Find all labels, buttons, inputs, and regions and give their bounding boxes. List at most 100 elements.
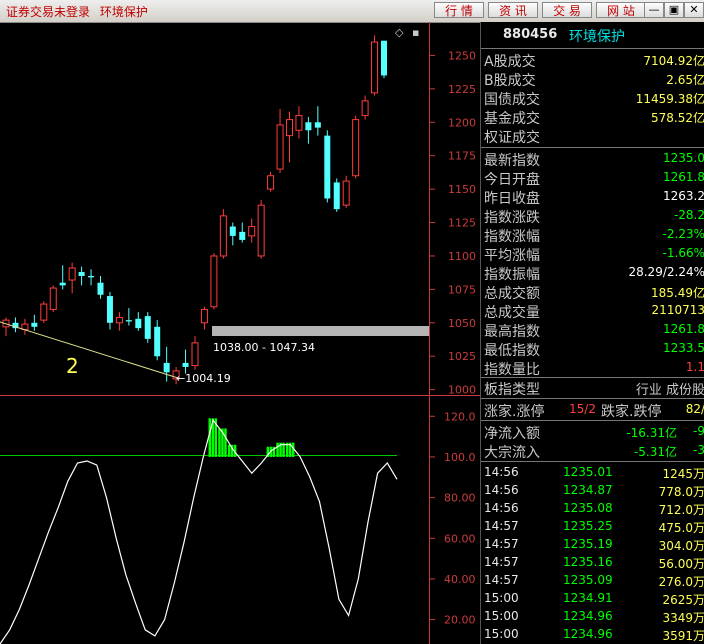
- oscillator-bar: [218, 428, 221, 457]
- turnover-value: 11459.38亿: [635, 92, 704, 106]
- tick-price: 1235.19: [563, 537, 613, 551]
- tick-row: 14:56 1235.08 712.0万: [481, 499, 704, 517]
- news-button[interactable]: 资 讯: [488, 2, 538, 18]
- turnover-label: 基金成交: [484, 111, 540, 126]
- trade-button[interactable]: 交 易: [542, 2, 592, 18]
- stat-value: -2.23%: [662, 227, 704, 241]
- candle-body: [49, 287, 57, 310]
- price-tick-label: 1100: [448, 250, 476, 263]
- tick-volume: 2625万: [662, 593, 704, 607]
- tick-volume: 712.0万: [658, 503, 704, 517]
- candle-body: [248, 226, 256, 237]
- price-tick-label: 1175: [448, 150, 476, 163]
- candle-body: [361, 100, 369, 117]
- candle-body: [115, 316, 123, 324]
- price-tick-label: 1025: [448, 350, 476, 363]
- candle-body: [210, 255, 218, 308]
- breadth-row: 涨家.涨停 15/2 跌家.跌停 82/: [481, 400, 704, 419]
- stat-value: 28.29/2.24%: [628, 265, 704, 279]
- turnover-row: 基金成交 578.52亿: [481, 107, 704, 126]
- stat-value: 1263.2: [663, 189, 704, 203]
- price-tick-label: 1125: [448, 217, 476, 230]
- close-icon[interactable]: ✕: [684, 2, 704, 18]
- stat-label: 指数量比: [484, 362, 540, 377]
- tick-time: 15:00: [484, 627, 519, 641]
- menu-icon[interactable]: ▪: [412, 26, 419, 39]
- turnover-row: 国债成交 11459.38亿: [481, 88, 704, 107]
- tick-price: 1235.25: [563, 519, 613, 533]
- tick-price: 1234.87: [563, 483, 613, 497]
- tick-time: 14:56: [484, 501, 519, 515]
- stat-label: 最高指数: [484, 324, 540, 339]
- index-stat-row: 最低指数 1233.5: [481, 339, 704, 358]
- oscillator-bar: [224, 428, 227, 457]
- oscillator-bar: [266, 446, 270, 457]
- oscillator-tick-label: 20.00: [444, 614, 476, 627]
- oscillator-tick-label: 120.0: [444, 410, 476, 423]
- turnover-value: 7104.92亿: [643, 54, 704, 68]
- index-stat-row: 指数涨幅 -2.23%: [481, 225, 704, 244]
- turnover-row: A股成交 7104.92亿: [481, 50, 704, 69]
- price-tick-label: 1225: [448, 83, 476, 96]
- candle-body: [154, 326, 161, 357]
- flow-row: 大宗流入 -5.31亿 -3: [481, 441, 704, 460]
- oscillator-tick-label: 60.00: [444, 532, 476, 545]
- candle-body: [200, 308, 208, 324]
- login-status: 证券交易未登录: [6, 5, 91, 19]
- oscillator-bar: [221, 428, 224, 457]
- tick-price: 1235.09: [563, 573, 613, 587]
- turnover-label: 国债成交: [484, 92, 540, 107]
- stat-value: 1235.0: [663, 151, 704, 165]
- candle-body: [191, 342, 199, 367]
- candle-body: [305, 122, 312, 131]
- sector-type-row: 板指类型 行业 成份股: [481, 378, 704, 397]
- tick-volume: 3591万: [662, 629, 704, 643]
- diamond-icon[interactable]: ◇: [395, 26, 404, 39]
- stat-label: 指数涨跌: [484, 210, 540, 225]
- tick-time: 14:57: [484, 573, 519, 587]
- oscillator-line: [0, 418, 398, 644]
- tick-row: 14:57 1235.19 304.0万: [481, 535, 704, 553]
- oscillator-bar: [227, 444, 231, 457]
- candle-body: [381, 40, 387, 76]
- tick-time: 14:57: [484, 555, 519, 569]
- candle-body: [172, 370, 180, 380]
- tick-time: 14:56: [484, 483, 519, 497]
- website-button[interactable]: 网 站: [596, 2, 646, 18]
- oscillator-bar: [276, 442, 279, 457]
- flow-value: -16.31亿: [626, 426, 677, 440]
- minimize-icon[interactable]: —: [644, 2, 664, 18]
- tick-row: 14:57 1235.09 276.0万: [481, 571, 704, 589]
- index-stat-row: 指数涨跌 -28.2: [481, 206, 704, 225]
- turnover-row: 权证成交: [481, 126, 704, 145]
- price-tick-label: 1075: [448, 283, 476, 296]
- candle-body: [31, 322, 38, 327]
- tick-volume: 304.0万: [658, 539, 704, 553]
- oscillator-bar: [291, 442, 295, 457]
- candlestick-series: [2, 35, 387, 385]
- candle-body: [97, 282, 104, 295]
- tick-row: 14:56 1234.87 778.0万: [481, 481, 704, 499]
- level-band-label: 1038.00 - 1047.34: [213, 341, 315, 354]
- turnover-row: B股成交 2.65亿: [481, 69, 704, 88]
- decliners-label: 跌家.跌停: [601, 404, 662, 419]
- turnover-label: A股成交: [484, 54, 536, 69]
- tick-price: 1234.96: [563, 609, 613, 623]
- stat-value: 1261.8: [663, 170, 704, 184]
- restore-icon[interactable]: ▣: [664, 2, 684, 18]
- tick-row: 15:00 1234.96 3349万: [481, 607, 704, 625]
- candle-body: [333, 182, 340, 210]
- stat-label: 最新指数: [484, 153, 540, 168]
- separator: [481, 377, 704, 378]
- advancers-value: 15/2: [569, 402, 596, 416]
- flow-row: 净流入额 -16.31亿 -9: [481, 422, 704, 441]
- tick-price: 1235.08: [563, 501, 613, 515]
- quotes-button[interactable]: 行 情: [434, 2, 484, 18]
- candle-body: [229, 226, 236, 236]
- price-tick-label: 1150: [448, 183, 476, 196]
- tick-price: 1235.16: [563, 555, 613, 569]
- price-tick-label: 1250: [448, 49, 476, 62]
- separator: [481, 147, 704, 148]
- candle-body: [88, 276, 95, 278]
- chart-area[interactable]: 1250 1225 1200 1175 1150 1125 1100 1075 1050 1025…: [0, 22, 480, 644]
